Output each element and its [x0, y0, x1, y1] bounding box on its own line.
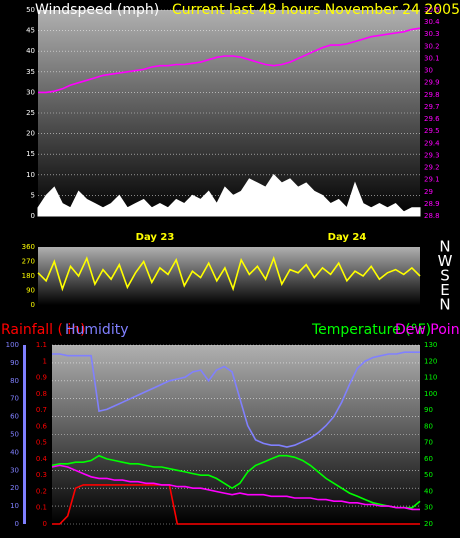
y2-tick-label: 30	[424, 504, 433, 512]
y-tick-label: 0	[31, 212, 35, 220]
y2-tick-label: 30.3	[424, 30, 440, 38]
y-tick-label: 20	[10, 484, 19, 492]
y3-tick-label: 0.2	[36, 487, 47, 495]
legend-entry: Windspeed (mph)	[35, 2, 159, 18]
y2-tick-label: 60	[424, 455, 433, 463]
y-tick-label: 10	[26, 171, 35, 179]
y-tick-label: 30	[26, 88, 35, 96]
series-line	[37, 255, 421, 292]
y-tick-label: 0	[31, 301, 35, 309]
y2-tick-label: 30.2	[424, 42, 440, 50]
y-tick-label: 90	[26, 287, 35, 295]
y-tick-label: 50	[10, 431, 19, 439]
day-label: Day 23	[136, 232, 175, 243]
series-line	[38, 27, 421, 94]
y2-tick-label: 110	[424, 374, 437, 382]
day-label: Day 24	[328, 232, 367, 243]
y3-tick-label: 0	[43, 520, 47, 528]
y2-tick-label: 29.2	[424, 164, 440, 172]
y3-tick-label: 0.8	[36, 390, 47, 398]
y2-tick-label: 50	[424, 471, 433, 479]
legend-entry: Humidity	[65, 322, 128, 338]
y2-tick-label: 120	[424, 357, 437, 365]
y-tick-label: 90	[10, 359, 19, 367]
y3-tick-label: 0.4	[36, 455, 48, 463]
y2-tick-label: 30.5	[424, 6, 440, 14]
y2-tick-label: 29.1	[424, 176, 440, 184]
y-tick-label: 25	[26, 109, 35, 117]
y2-tick-label: 29.3	[424, 151, 440, 159]
y3-tick-label: 0.7	[36, 406, 47, 414]
series-line	[52, 484, 420, 525]
y2-tick-label: 20	[424, 520, 433, 528]
chart-title: Current last 48 hours November 24 2005	[172, 2, 460, 18]
y2-tick-label: 29.4	[424, 139, 440, 147]
y2-tick-label: 29.7	[424, 103, 440, 111]
plot-area	[38, 247, 420, 305]
series-area	[37, 174, 421, 217]
series-line	[51, 454, 421, 509]
y2-tick-label: 28.8	[424, 212, 440, 220]
legend-entry: Temperature (°F)	[311, 322, 431, 338]
y2-tick-label: 29.6	[424, 115, 440, 123]
y2-tick-label: N	[439, 238, 450, 256]
y2-tick-label: 70	[424, 439, 433, 447]
y2-tick-label: 90	[424, 406, 433, 414]
y2-tick-label: S	[440, 267, 450, 285]
y3-tick-label: 0.6	[36, 422, 48, 430]
y3-tick-label: 0.1	[36, 504, 47, 512]
y3-tick-label: 1	[43, 357, 47, 365]
y-tick-label: 10	[10, 502, 19, 510]
legend-entry: Rainfall ( in)	[1, 322, 86, 338]
y-tick-label: 5	[31, 191, 35, 199]
y2-tick-label: 30.4	[424, 18, 440, 26]
y2-tick-label: 30.1	[424, 54, 440, 62]
y-tick-label: 0	[15, 520, 19, 528]
y-tick-label: 180	[22, 272, 35, 280]
y2-tick-label: E	[440, 281, 449, 299]
y-tick-label: 15	[26, 150, 35, 158]
legend-entry: Dew Point	[395, 322, 460, 338]
y3-tick-label: 0.9	[36, 374, 47, 382]
y2-tick-label: 29.9	[424, 79, 440, 87]
y-tick-label: 30	[10, 466, 19, 474]
series-line	[51, 464, 420, 511]
y-tick-label: 50	[26, 6, 35, 14]
y2-tick-label: 80	[424, 422, 433, 430]
y-tick-label: 270	[22, 258, 35, 266]
y-tick-label: 35	[26, 68, 35, 76]
y2-tick-label: 130	[424, 341, 437, 349]
y2-tick-label: 29.5	[424, 127, 440, 135]
y-tick-label: 100	[6, 341, 19, 349]
y-tick-label: 80	[10, 377, 19, 385]
y-tick-label: 40	[10, 448, 19, 456]
y2-tick-label: W	[438, 252, 453, 270]
y3-tick-label: 0.3	[36, 471, 47, 479]
axis-bar	[23, 345, 26, 524]
series-line	[52, 351, 420, 448]
y3-tick-label: 1.1	[36, 341, 47, 349]
y2-tick-label: N	[439, 296, 450, 314]
y-tick-label: 45	[26, 27, 35, 35]
y2-tick-label: 29.8	[424, 91, 440, 99]
y-tick-label: 40	[26, 47, 35, 55]
y-tick-label: 70	[10, 395, 19, 403]
y2-tick-label: 100	[424, 390, 437, 398]
y2-tick-label: 28.9	[424, 200, 440, 208]
y2-tick-label: 30	[424, 67, 433, 75]
y-tick-label: 60	[10, 413, 19, 421]
y2-tick-label: 40	[424, 487, 433, 495]
y2-tick-label: 29	[424, 188, 433, 196]
y3-tick-label: 0.5	[36, 439, 47, 447]
y-tick-label: 360	[22, 243, 35, 251]
y-tick-label: 20	[26, 130, 35, 138]
